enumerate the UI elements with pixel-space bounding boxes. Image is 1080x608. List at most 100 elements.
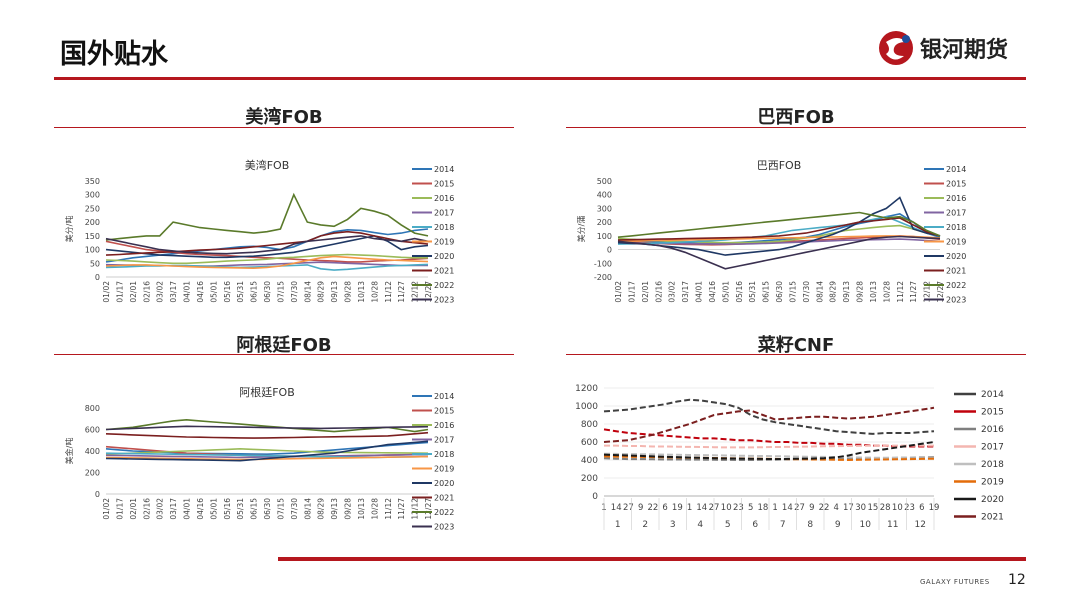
x-tick-label: 11/27	[397, 281, 406, 303]
series-line-2015	[603, 428, 934, 448]
y-tick-label: 1200	[575, 384, 598, 394]
y-tick-label: 0	[95, 490, 100, 499]
series-line-2014	[603, 398, 935, 435]
y-tick-label: 50	[90, 259, 100, 268]
y-tick-label: 200	[581, 474, 598, 484]
x-tick-label: 11/12	[384, 281, 393, 303]
x-tick-label: 04/16	[196, 281, 205, 303]
legend-label-2021: 2021	[434, 267, 454, 276]
x-tick-label: 07/30	[802, 281, 811, 303]
x-tick-label: 01/17	[115, 498, 124, 520]
y-tick-label: 800	[85, 404, 100, 413]
legend-label-2021: 2021	[981, 513, 1004, 523]
x-tick-label: 05/31	[748, 281, 757, 303]
x-tick-label: 07/15	[276, 281, 285, 303]
x-day-label: 1	[687, 503, 692, 513]
legend-label-2017: 2017	[981, 443, 1004, 453]
x-month-label: 10	[860, 520, 872, 530]
x-day-label: 19	[672, 503, 683, 513]
y-tick-label: 600	[85, 426, 100, 435]
y-tick-label: 100	[85, 246, 100, 255]
page-number: 12	[1008, 572, 1026, 588]
legend-label-2023: 2023	[946, 296, 966, 305]
x-day-label: 6	[919, 503, 924, 513]
x-month-label: 9	[835, 520, 841, 530]
x-tick-label: 01/02	[614, 281, 623, 303]
series-line-2019	[617, 235, 941, 243]
section-divider	[566, 354, 1026, 355]
legend-label-2016: 2016	[981, 425, 1004, 435]
legend-label-2020: 2020	[946, 252, 966, 261]
x-month-label: 3	[670, 520, 676, 530]
x-day-label: 14	[696, 503, 707, 513]
legend-label-2014: 2014	[434, 165, 454, 174]
x-tick-label: 02/01	[129, 281, 138, 303]
legend-label-2020: 2020	[981, 495, 1004, 505]
x-tick-label: 12/12	[411, 281, 420, 303]
y-tick-label: 150	[85, 232, 100, 241]
y-tick-label: 200	[85, 218, 100, 227]
x-day-label: 10	[721, 503, 732, 513]
x-tick-label: 08/29	[829, 281, 838, 303]
legend-label-2017: 2017	[434, 209, 454, 218]
series-line-2020	[603, 441, 935, 461]
y-tick-label: 600	[581, 438, 598, 448]
x-month-label: 1	[615, 520, 621, 530]
x-tick-label: 03/02	[668, 281, 677, 303]
x-tick-label: 05/01	[209, 281, 218, 303]
series-line-2021	[105, 230, 429, 256]
x-tick-label: 01/17	[115, 281, 124, 303]
chart-us-gulf-fob: 美湾FOB 美分/吨 0 50 100 150 200 250 300 350 01/02 01/17…	[64, 158, 454, 305]
x-tick-label: 02/16	[654, 281, 663, 303]
x-month-label: 11	[887, 520, 898, 530]
x-day-label: 4	[834, 503, 839, 513]
chart-brazil-fob: 巴西FOB 美分/蒲 -200 -100 0 100 200 300 400 500 01/02 01…	[576, 159, 966, 305]
x-month-label: 2	[642, 520, 648, 530]
legend-label-2020: 2020	[434, 252, 454, 261]
x-tick-label: 01/17	[627, 281, 636, 303]
series-line-2018	[603, 452, 934, 460]
section-title-rapeseed: 菜籽CNF	[757, 335, 835, 356]
legend-label-2022: 2022	[434, 281, 454, 290]
x-tick-label: 09/13	[330, 281, 339, 303]
x-tick-label: 04/01	[183, 281, 192, 303]
y-tick-label: 200	[597, 218, 612, 227]
y-tick-label: 350	[85, 177, 100, 186]
x-tick-label: 01/02	[102, 498, 111, 520]
legend-label-2015: 2015	[434, 407, 454, 416]
section-divider	[54, 127, 514, 128]
legend-label-2018: 2018	[434, 223, 454, 232]
x-day-label: 22	[647, 503, 658, 513]
y-axis-label: 美分/蒲	[576, 216, 586, 243]
x-tick-label: 03/17	[169, 281, 178, 303]
series-line-2016	[105, 253, 428, 265]
x-tick-label: 07/30	[290, 498, 299, 520]
section-divider	[566, 127, 1026, 128]
y-tick-label: 500	[597, 177, 612, 186]
x-tick-label: 03/02	[156, 281, 165, 303]
series-line-2015	[105, 240, 429, 263]
x-month-label: 8	[807, 520, 813, 530]
x-tick-label: 02/01	[129, 498, 138, 520]
x-day-label: 1	[772, 503, 777, 513]
series-line-2022	[105, 418, 429, 433]
series-line-2016	[617, 224, 941, 244]
legend-label-2015: 2015	[434, 180, 454, 189]
x-tick-label: 04/16	[196, 498, 205, 520]
y-axis-label: 美分/吨	[64, 216, 74, 243]
x-tick-label: 08/29	[317, 498, 326, 520]
chart-title: 美湾FOB	[245, 158, 290, 172]
series-line-2019	[105, 255, 429, 270]
x-tick-label: 07/15	[788, 281, 797, 303]
x-tick-label: 06/15	[762, 281, 771, 303]
x-month-label: 4	[697, 520, 703, 530]
x-tick-label: 10/13	[869, 281, 878, 303]
legend-label-2014: 2014	[434, 392, 454, 401]
series-line-2017	[604, 444, 934, 449]
x-tick-label: 08/14	[303, 498, 312, 520]
x-tick-label: 12/12	[411, 498, 420, 520]
legend-label-2018: 2018	[946, 223, 966, 232]
x-day-label: 23	[904, 503, 915, 513]
y-axis-label: 美金/吨	[64, 438, 74, 465]
